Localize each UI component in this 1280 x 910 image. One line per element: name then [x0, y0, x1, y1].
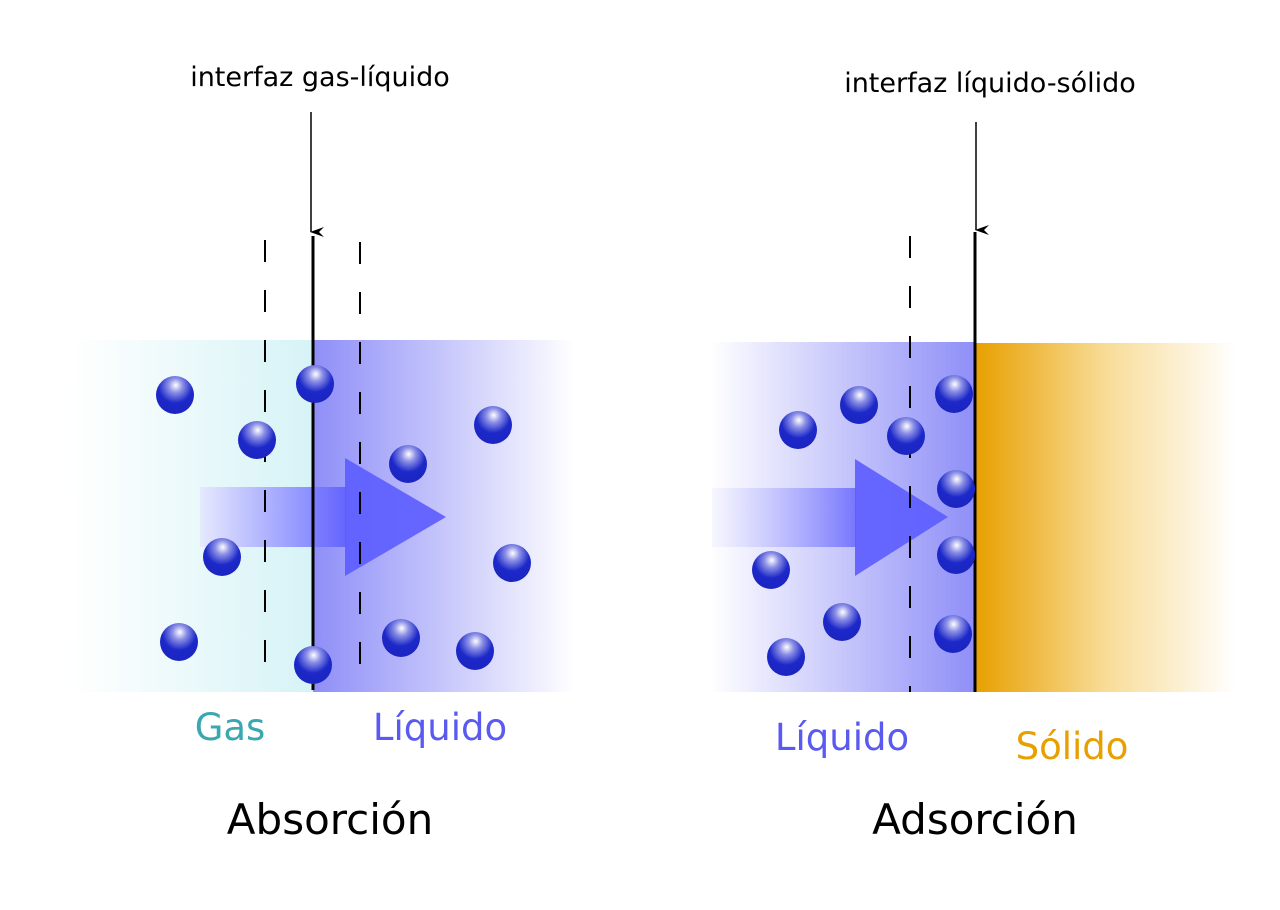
- adsorption-title: Adsorción: [872, 795, 1078, 844]
- absorption-title: Absorción: [227, 795, 433, 844]
- molecule-sphere: [752, 551, 790, 589]
- absorption-panel: interfaz gas-líquido Gas Líquido Absorci…: [70, 62, 575, 844]
- molecule-sphere: [456, 632, 494, 670]
- molecule-sphere: [767, 638, 805, 676]
- molecule-sphere: [840, 386, 878, 424]
- molecule-sphere: [156, 376, 194, 414]
- molecule-sphere: [779, 411, 817, 449]
- solid-label: Sólido: [1016, 725, 1129, 768]
- molecule-sphere: [934, 615, 972, 653]
- flow-arrow-shaft: [200, 487, 346, 547]
- molecule-sphere: [937, 470, 975, 508]
- interface-label: interfaz gas-líquido: [190, 62, 450, 93]
- flow-arrow-shaft: [712, 488, 856, 547]
- liquid-label: Líquido: [373, 706, 507, 749]
- molecule-sphere: [203, 538, 241, 576]
- flow-arrow-head: [345, 458, 446, 576]
- interface-label: interfaz líquido-sólido: [844, 68, 1136, 99]
- molecule-sphere: [382, 619, 420, 657]
- molecule-sphere: [160, 623, 198, 661]
- molecule-sphere: [296, 365, 334, 403]
- molecules: [156, 365, 531, 684]
- molecule-sphere: [238, 421, 276, 459]
- molecule-sphere: [935, 375, 973, 413]
- molecule-sphere: [389, 445, 427, 483]
- liquid-label: Líquido: [775, 716, 909, 759]
- flow-arrow-head: [855, 459, 948, 576]
- molecule-sphere: [474, 406, 512, 444]
- gas-label: Gas: [195, 706, 266, 749]
- molecule-sphere: [823, 603, 861, 641]
- molecule-sphere: [937, 536, 975, 574]
- molecule-sphere: [294, 646, 332, 684]
- molecules: [752, 375, 975, 676]
- molecule-sphere: [493, 544, 531, 582]
- molecule-sphere: [887, 417, 925, 455]
- adsorption-panel: interfaz líquido-sólido Líquido Sólido A…: [710, 68, 1236, 844]
- solid-region: [976, 343, 1236, 692]
